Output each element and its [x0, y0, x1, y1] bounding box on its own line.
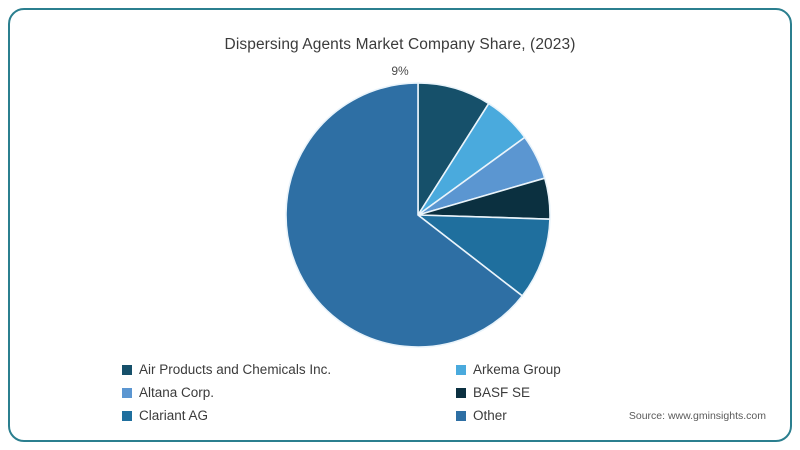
- chart-legend: Air Products and Chemicals Inc. Arkema G…: [122, 358, 682, 427]
- legend-swatch-icon: [122, 364, 132, 375]
- legend-item-label: Air Products and Chemicals Inc.: [139, 361, 332, 377]
- legend-item-label: BASF SE: [473, 384, 531, 400]
- pie-chart: [282, 79, 554, 351]
- pie-slice[interactable]: [417, 214, 551, 297]
- chart-frame: Dispersing Agents Market Company Share, …: [8, 8, 792, 442]
- legend-item-altana-corp[interactable]: Altana Corp.: [122, 386, 456, 400]
- legend-item-other[interactable]: Other: [456, 409, 682, 423]
- legend-item-label: Other: [473, 407, 507, 423]
- legend-item-arkema-group[interactable]: Arkema Group: [456, 363, 682, 377]
- pie-chart-svg: [285, 82, 551, 348]
- pie-slice-data-label: 9%: [391, 64, 409, 78]
- pie-slice-group: [285, 82, 551, 348]
- legend-item-label: Arkema Group: [473, 361, 561, 377]
- legend-swatch-icon: [456, 410, 466, 421]
- source-note: Source: www.gminsights.com: [628, 410, 766, 422]
- legend-item-clariant-ag[interactable]: Clariant AG: [122, 409, 456, 423]
- page-title: Dispersing Agents Market Company Share, …: [224, 36, 576, 53]
- legend-item-label: Altana Corp.: [139, 384, 215, 400]
- legend-swatch-icon: [456, 387, 466, 398]
- pie-slice[interactable]: [285, 82, 524, 348]
- legend-item-basf-se[interactable]: BASF SE: [456, 386, 682, 400]
- legend-item-label: Clariant AG: [139, 407, 209, 423]
- legend-swatch-icon: [122, 387, 132, 398]
- legend-swatch-icon: [122, 410, 132, 421]
- legend-swatch-icon: [456, 364, 466, 375]
- legend-item-air-products[interactable]: Air Products and Chemicals Inc.: [122, 363, 456, 377]
